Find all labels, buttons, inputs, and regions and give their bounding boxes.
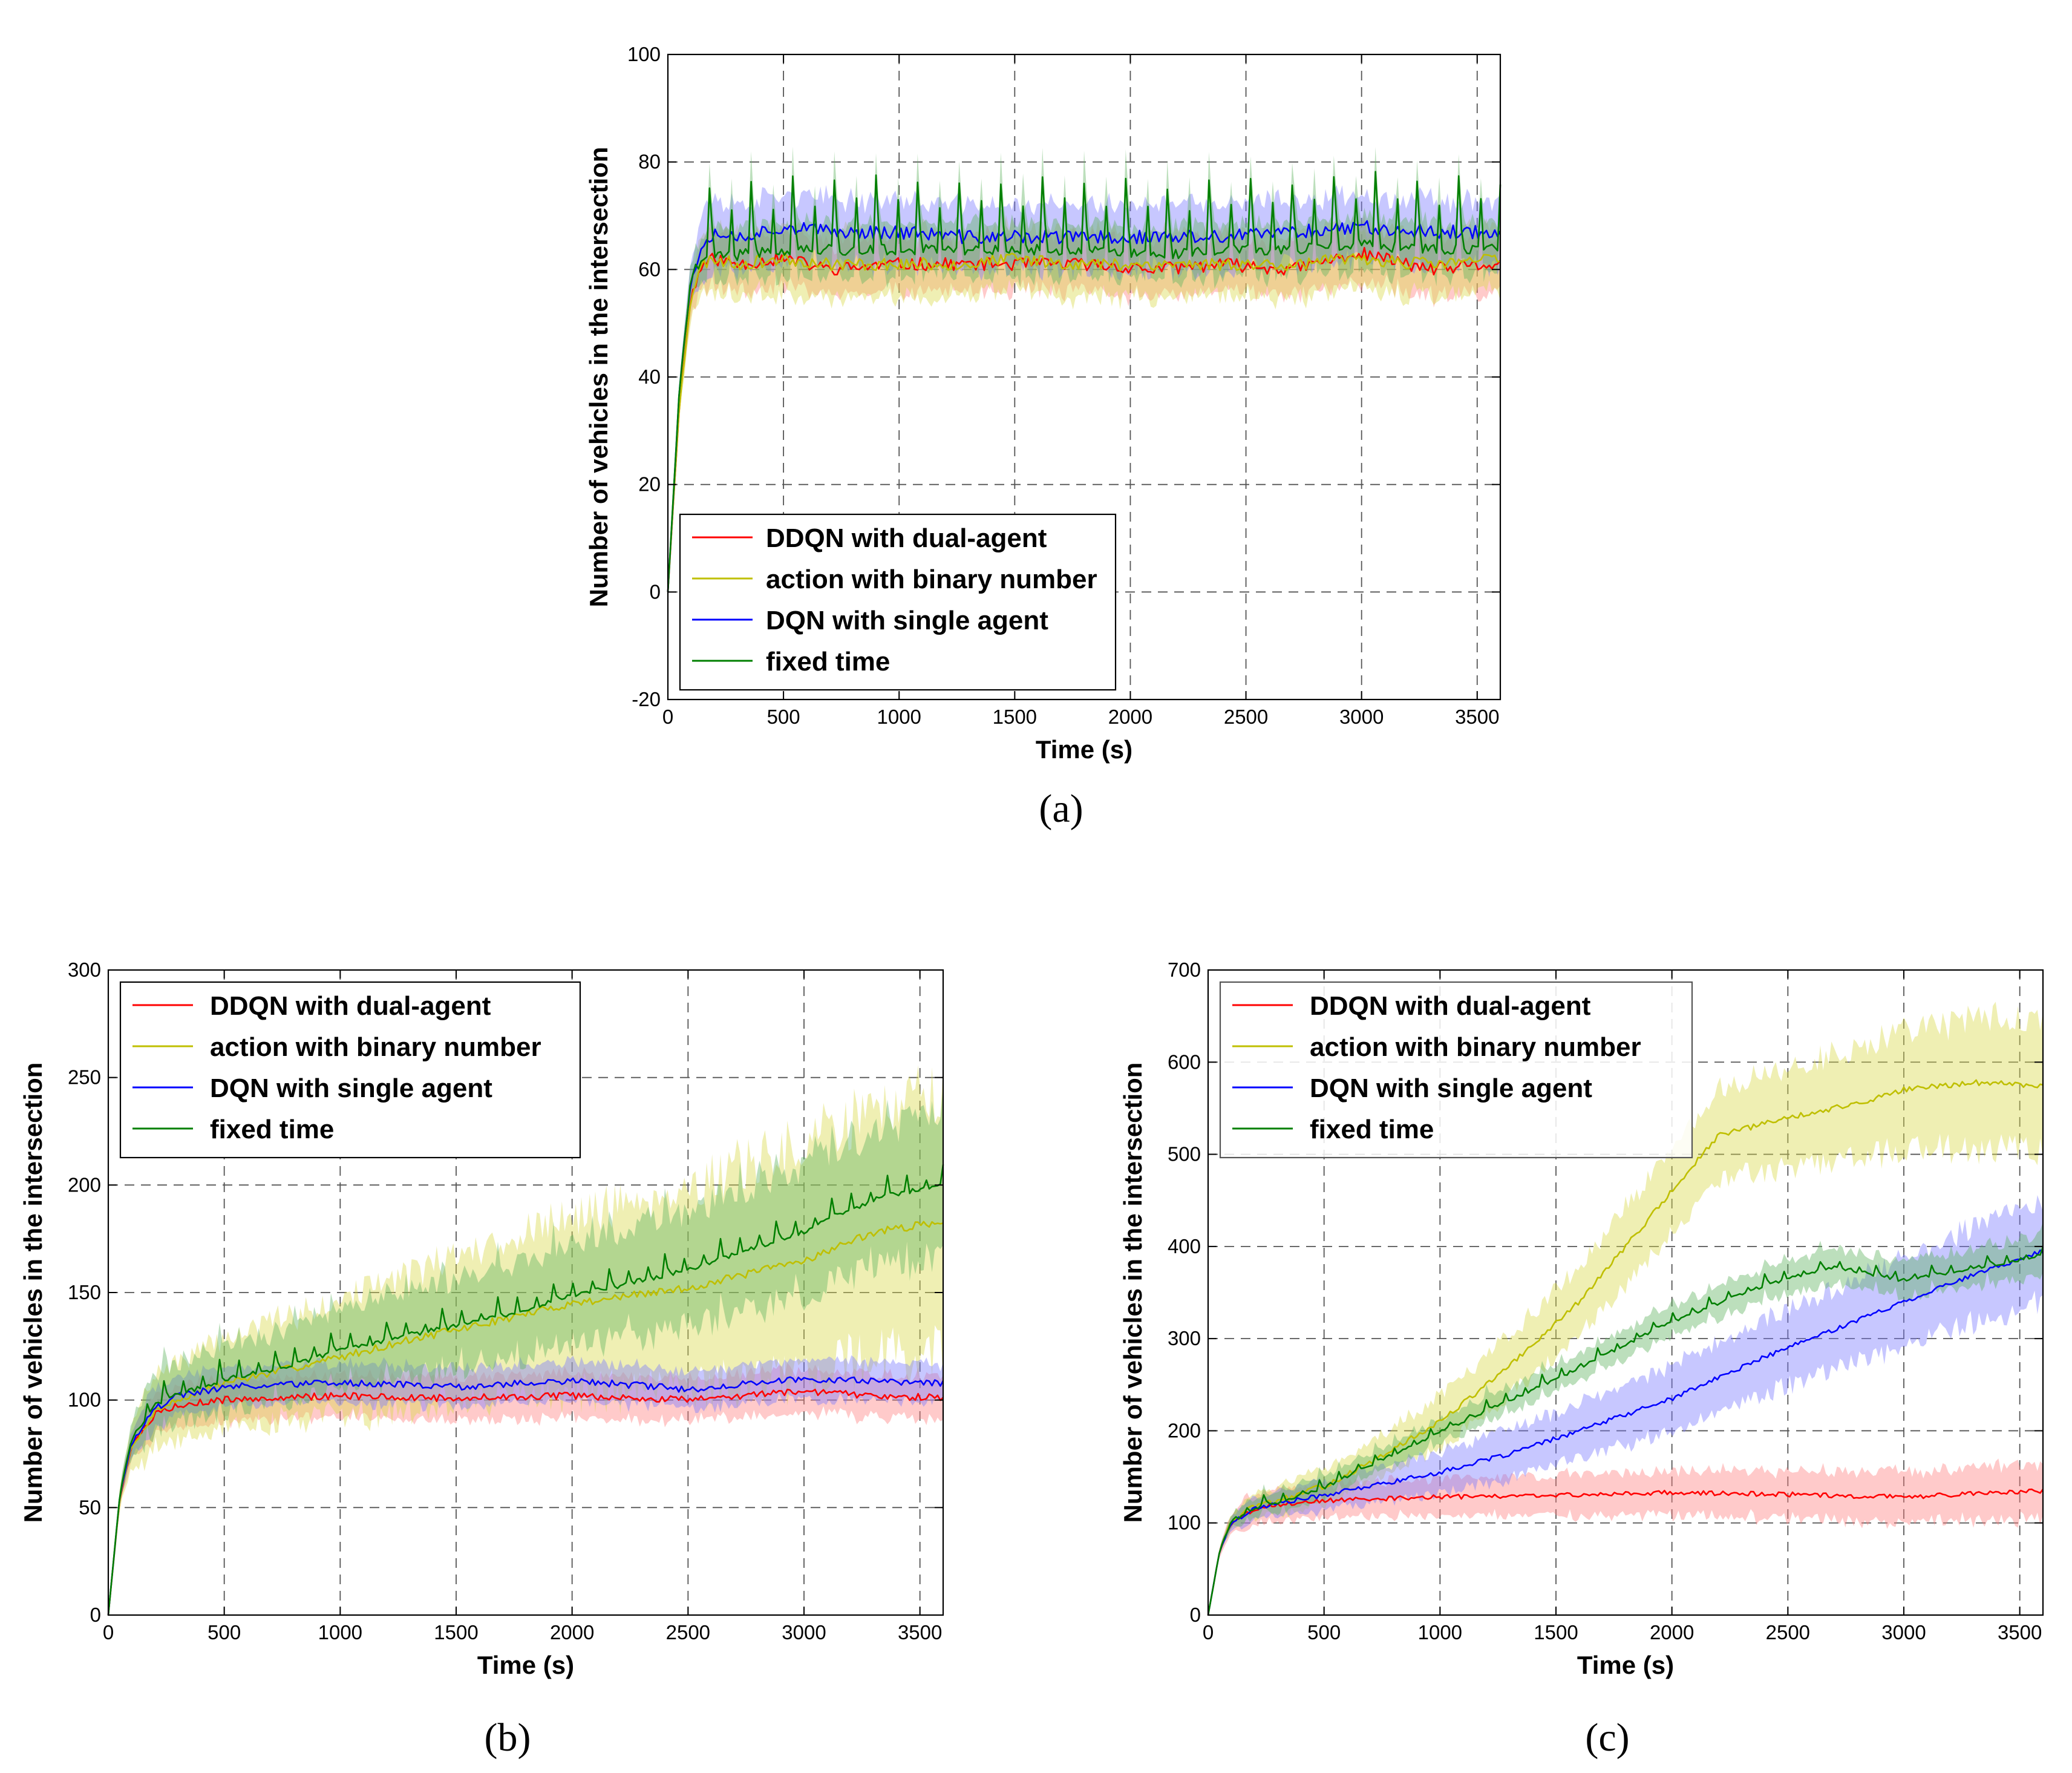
x-tick-label: 1500 bbox=[1534, 1621, 1578, 1644]
y-tick-label: 150 bbox=[68, 1281, 101, 1303]
x-tick-label: 500 bbox=[767, 706, 800, 728]
x-tick-label: 1000 bbox=[877, 706, 921, 728]
x-tick-label: 3500 bbox=[898, 1621, 942, 1644]
series-band-4 bbox=[108, 1084, 943, 1615]
series-line-4 bbox=[107, 1164, 944, 1616]
x-tick-label: 0 bbox=[1203, 1621, 1214, 1644]
y-tick-label: 200 bbox=[68, 1173, 101, 1196]
legend-box bbox=[1219, 981, 1693, 1159]
x-tick-label: 2500 bbox=[1766, 1621, 1810, 1644]
x-tick-label: 1500 bbox=[434, 1621, 478, 1644]
x-tick-label: 500 bbox=[1307, 1621, 1341, 1644]
y-tick-label: -20 bbox=[632, 688, 661, 710]
legend-label-fixed: fixed time bbox=[210, 1115, 334, 1144]
series-band-4 bbox=[1208, 1222, 2043, 1615]
y-tick-label: 250 bbox=[68, 1066, 101, 1089]
y-axis-label: Number of vehicles in the intersection bbox=[19, 1063, 47, 1523]
series-band-3 bbox=[1208, 1195, 2043, 1615]
x-tick-label: 2000 bbox=[550, 1621, 594, 1644]
series-line-3 bbox=[667, 220, 1502, 592]
legend-label-binary: action with binary number bbox=[210, 1032, 541, 1062]
legend-label-dqn: DQN with single agent bbox=[1310, 1073, 1592, 1103]
series-line-2 bbox=[107, 1221, 944, 1616]
x-tick-label: 2500 bbox=[666, 1621, 710, 1644]
y-tick-label: 500 bbox=[1168, 1143, 1201, 1165]
legend-label-binary: action with binary number bbox=[766, 565, 1097, 594]
panel-caption: (a) bbox=[1039, 787, 1083, 831]
series-line-1 bbox=[107, 1388, 944, 1616]
legend-label-ddqn: DDQN with dual-agent bbox=[766, 523, 1047, 553]
series-line-2 bbox=[667, 251, 1501, 592]
y-tick-label: 0 bbox=[90, 1604, 101, 1626]
y-tick-label: 400 bbox=[1168, 1235, 1201, 1257]
y-tick-label: 60 bbox=[638, 258, 661, 280]
legend: DDQN with dual-agent action with binary … bbox=[679, 513, 1117, 691]
series-line-1 bbox=[1207, 1488, 2044, 1616]
legend-box bbox=[119, 981, 581, 1159]
y-tick-label: 80 bbox=[638, 151, 661, 173]
x-tick-label: 1500 bbox=[993, 706, 1037, 728]
y-axis-label: Number of vehicles in the intersection bbox=[584, 147, 613, 608]
chart-panel-a: 0 500 1000 1500 2000 2500 3000 3500-20020406080… bbox=[584, 43, 1502, 831]
series-band-1 bbox=[668, 214, 1500, 592]
x-tick-label: 3000 bbox=[782, 1621, 826, 1644]
y-tick-label: 700 bbox=[1168, 959, 1201, 981]
y-tick-label: 0 bbox=[650, 580, 661, 603]
x-axis-label: Time (s) bbox=[1036, 735, 1132, 764]
series-band-2 bbox=[1208, 1001, 2043, 1615]
plot-frame bbox=[1207, 969, 2044, 1616]
y-tick-label: 40 bbox=[638, 365, 661, 388]
x-tick-label: 2500 bbox=[1224, 706, 1268, 728]
x-tick-label: 2000 bbox=[1108, 706, 1152, 728]
y-tick-label: 100 bbox=[627, 43, 661, 65]
series-line-4 bbox=[667, 171, 1502, 592]
x-tick-label: 1000 bbox=[1418, 1621, 1462, 1644]
legend-label-ddqn: DDQN with dual-agent bbox=[1310, 991, 1591, 1021]
x-tick-label: 3000 bbox=[1881, 1621, 1926, 1644]
y-tick-label: 20 bbox=[638, 473, 661, 496]
legend-label-ddqn: DDQN with dual-agent bbox=[210, 991, 491, 1021]
legend-label-binary: action with binary number bbox=[1310, 1032, 1641, 1062]
legend-label-dqn: DQN with single agent bbox=[766, 606, 1048, 635]
x-axis-label: Time (s) bbox=[1577, 1651, 1674, 1679]
x-tick-label: 500 bbox=[208, 1621, 241, 1644]
y-tick-label: 0 bbox=[1190, 1604, 1201, 1626]
legend: DDQN with dual-agent action with binary … bbox=[119, 981, 581, 1159]
y-tick-label: 300 bbox=[68, 959, 101, 981]
series-band-3 bbox=[108, 1355, 943, 1615]
legend-label-dqn: DQN with single agent bbox=[210, 1073, 492, 1103]
series-band-2 bbox=[668, 215, 1500, 592]
x-tick-label: 1000 bbox=[318, 1621, 362, 1644]
x-tick-label: 0 bbox=[103, 1621, 114, 1644]
y-tick-label: 50 bbox=[79, 1496, 101, 1518]
legend-label-fixed: fixed time bbox=[1310, 1115, 1434, 1144]
y-tick-label: 600 bbox=[1168, 1050, 1201, 1073]
y-axis-label: Number of vehicles in the intersection bbox=[1119, 1063, 1147, 1523]
series-line-4 bbox=[1207, 1247, 2044, 1616]
x-tick-label: 3500 bbox=[1455, 706, 1499, 728]
legend-label-fixed: fixed time bbox=[766, 647, 890, 677]
y-tick-label: 100 bbox=[1168, 1512, 1201, 1534]
series-band-3 bbox=[668, 185, 1500, 592]
series-band-2 bbox=[108, 1065, 943, 1615]
x-tick-label: 2000 bbox=[1650, 1621, 1694, 1644]
chart-panel-b: 0 500 1000 1500 2000 2500 3000 3500 0 50 100 150 200… bbox=[19, 959, 944, 1760]
x-tick-label: 3000 bbox=[1339, 706, 1384, 728]
series-line-3 bbox=[107, 1376, 944, 1616]
series-line-3 bbox=[1207, 1249, 2044, 1616]
legend: DDQN with dual-agent action with binary … bbox=[1219, 981, 1693, 1159]
x-tick-label: 0 bbox=[662, 706, 673, 728]
panel-caption: (b) bbox=[485, 1716, 531, 1760]
x-tick-label: 3500 bbox=[1998, 1621, 2042, 1644]
x-axis-label: Time (s) bbox=[477, 1651, 574, 1679]
panel-caption: (c) bbox=[1585, 1716, 1629, 1760]
y-tick-label: 300 bbox=[1168, 1327, 1201, 1349]
y-tick-label: 200 bbox=[1168, 1419, 1201, 1441]
series-line-2 bbox=[1207, 1079, 2044, 1616]
chart-panel-c: 0 500 1000 1500 2000 2500 3000 3500 0 100 200 300 40… bbox=[1119, 959, 2044, 1760]
y-tick-label: 100 bbox=[68, 1389, 101, 1411]
